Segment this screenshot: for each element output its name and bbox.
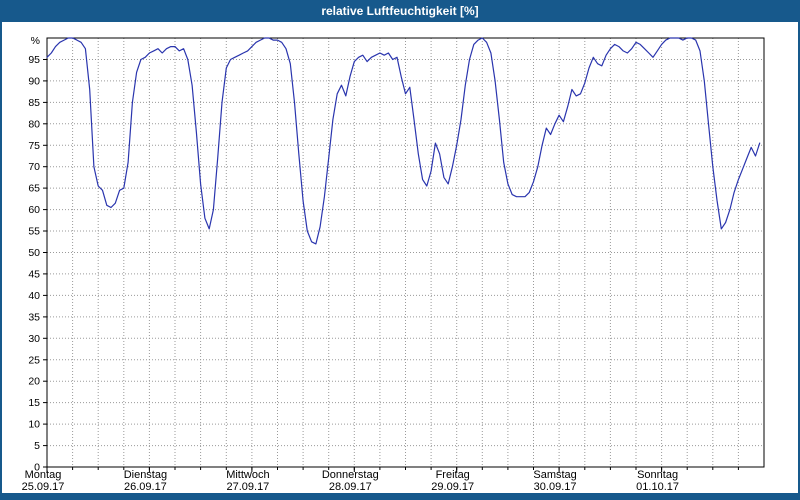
y-tick-label: 80	[28, 118, 40, 130]
x-date-label: 01.10.17	[636, 481, 679, 493]
y-tick-label: 0	[34, 462, 40, 474]
y-tick-label: 30	[28, 333, 40, 345]
y-tick-label: 70	[28, 161, 40, 173]
x-date-label: 30.09.17	[534, 481, 577, 493]
x-day-label: Montag	[25, 469, 62, 481]
x-day-label: Donnerstag	[322, 469, 379, 481]
y-tick-label: 55	[28, 226, 40, 238]
y-tick-label: 65	[28, 183, 40, 195]
y-tick-label: 10	[28, 419, 40, 431]
y-tick-label: 20	[28, 376, 40, 388]
x-day-label: Dienstag	[124, 469, 167, 481]
x-date-label: 27.09.17	[226, 481, 269, 493]
y-tick-label: 60	[28, 204, 40, 216]
y-tick-label: 35	[28, 311, 40, 323]
x-date-label: 29.09.17	[431, 481, 474, 493]
x-day-label: Freitag	[436, 469, 470, 481]
y-tick-label: 40	[28, 290, 40, 302]
y-tick-label: 25	[28, 354, 40, 366]
x-day-label: Samstag	[533, 469, 576, 481]
title-bar: relative Luftfeuchtigkeit [%]	[2, 0, 798, 22]
y-tick-label: 85	[28, 97, 40, 109]
y-tick-label: 95	[28, 54, 40, 66]
y-tick-label: 75	[28, 140, 40, 152]
y-tick-label: 15	[28, 397, 40, 409]
x-day-label: Mittwoch	[226, 469, 269, 481]
chart-title: relative Luftfeuchtigkeit [%]	[321, 4, 479, 18]
x-date-label: 25.09.17	[22, 481, 65, 493]
y-unit-label: %	[31, 35, 40, 47]
x-date-label: 26.09.17	[124, 481, 167, 493]
humidity-chart: 95908580757065605550454035302520151050%M…	[22, 35, 765, 493]
x-day-label: Sonntag	[637, 469, 678, 481]
y-tick-label: 90	[28, 75, 40, 87]
y-tick-label: 50	[28, 247, 40, 259]
footer-bar	[2, 493, 798, 500]
y-tick-label: 5	[34, 440, 40, 452]
humidity-line	[46, 37, 761, 245]
y-tick-label: 45	[28, 268, 40, 280]
x-date-label: 28.09.17	[329, 481, 372, 493]
